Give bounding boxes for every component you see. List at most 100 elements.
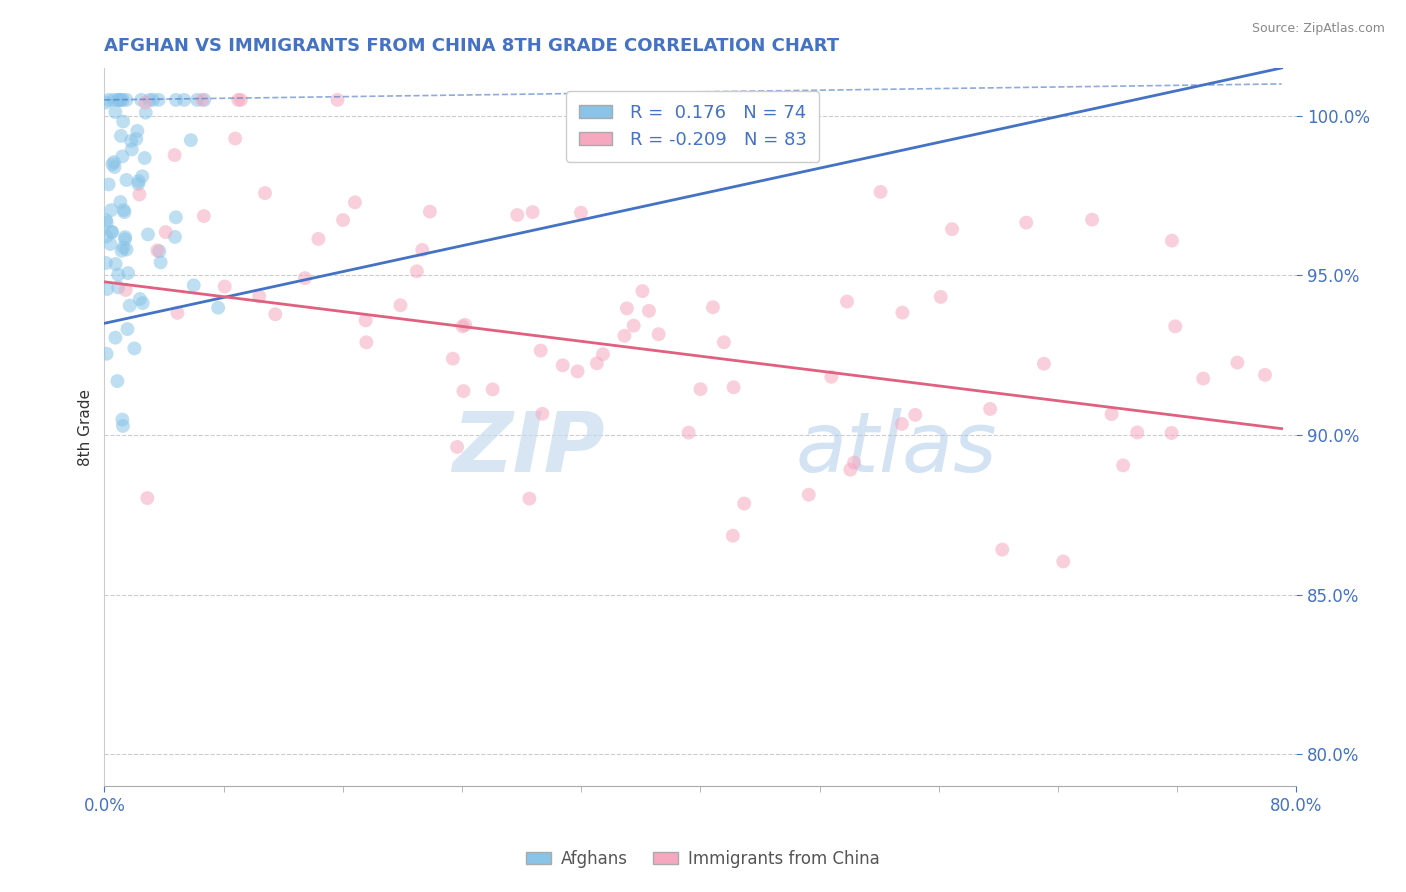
Point — [1254, 368, 1277, 382]
Point — [96, 216, 118, 230]
Point — [191, 93, 214, 107]
Point — [110, 195, 132, 210]
Point — [121, 143, 143, 157]
Point — [94, 95, 117, 110]
Text: atlas: atlas — [796, 409, 997, 489]
Point — [134, 151, 156, 165]
Point — [148, 93, 170, 107]
Point — [702, 300, 724, 314]
Point — [136, 227, 159, 242]
Point — [638, 303, 661, 318]
Point — [124, 342, 146, 356]
Point — [224, 131, 246, 145]
Point — [163, 148, 186, 162]
Point — [869, 185, 891, 199]
Point — [180, 133, 202, 147]
Point — [110, 244, 132, 258]
Point — [97, 93, 120, 107]
Point — [114, 205, 136, 219]
Point — [107, 280, 129, 294]
Point — [481, 383, 503, 397]
Point — [101, 157, 124, 171]
Point — [446, 440, 468, 454]
Point — [183, 278, 205, 293]
Point — [96, 282, 118, 296]
Point — [1081, 212, 1104, 227]
Point — [114, 283, 136, 297]
Point — [1161, 234, 1184, 248]
Point — [411, 243, 433, 257]
Point — [1101, 407, 1123, 421]
Point — [229, 93, 252, 107]
Point — [149, 255, 172, 269]
Point — [623, 318, 645, 333]
Point — [128, 292, 150, 306]
Point — [929, 290, 952, 304]
Point — [441, 351, 464, 366]
Point — [112, 240, 135, 254]
Point — [419, 204, 441, 219]
Point — [1052, 554, 1074, 568]
Point — [616, 301, 638, 316]
Point — [110, 128, 132, 143]
Point — [1192, 371, 1215, 385]
Legend: Afghans, Immigrants from China: Afghans, Immigrants from China — [519, 844, 887, 875]
Point — [835, 294, 858, 309]
Point — [101, 225, 124, 239]
Point — [506, 208, 529, 222]
Point — [193, 209, 215, 223]
Point — [100, 203, 122, 218]
Text: Source: ZipAtlas.com: Source: ZipAtlas.com — [1251, 22, 1385, 36]
Point — [135, 105, 157, 120]
Point — [551, 359, 574, 373]
Point — [1160, 425, 1182, 440]
Point — [136, 491, 159, 505]
Point — [111, 412, 134, 426]
Point — [186, 93, 208, 107]
Point — [110, 93, 132, 107]
Point — [111, 418, 134, 433]
Point — [569, 205, 592, 219]
Point — [522, 205, 544, 219]
Point — [165, 93, 187, 107]
Point — [307, 232, 329, 246]
Point — [689, 382, 711, 396]
Point — [354, 313, 377, 327]
Point — [517, 491, 540, 506]
Point — [125, 132, 148, 146]
Point — [110, 93, 132, 107]
Point — [117, 266, 139, 280]
Point — [264, 307, 287, 321]
Point — [115, 243, 138, 257]
Point — [127, 124, 149, 138]
Point — [586, 356, 609, 370]
Point — [842, 456, 865, 470]
Point — [592, 347, 614, 361]
Point — [111, 93, 134, 107]
Point — [104, 105, 127, 120]
Point — [94, 256, 117, 270]
Point — [165, 211, 187, 225]
Point — [107, 268, 129, 282]
Point — [941, 222, 963, 236]
Point — [103, 155, 125, 169]
Point — [118, 299, 141, 313]
Point — [105, 374, 128, 388]
Point — [112, 203, 135, 218]
Point — [115, 93, 138, 107]
Text: AFGHAN VS IMMIGRANTS FROM CHINA 8TH GRADE CORRELATION CHART: AFGHAN VS IMMIGRANTS FROM CHINA 8TH GRAD… — [104, 37, 839, 55]
Point — [214, 279, 236, 293]
Point — [120, 134, 142, 148]
Point — [678, 425, 700, 440]
Point — [117, 322, 139, 336]
Point — [839, 463, 862, 477]
Point — [94, 213, 117, 227]
Point — [904, 408, 927, 422]
Text: ZIP: ZIP — [453, 409, 605, 489]
Point — [247, 289, 270, 303]
Point — [104, 257, 127, 271]
Point — [567, 364, 589, 378]
Point — [163, 230, 186, 244]
Point — [128, 187, 150, 202]
Point — [647, 327, 669, 342]
